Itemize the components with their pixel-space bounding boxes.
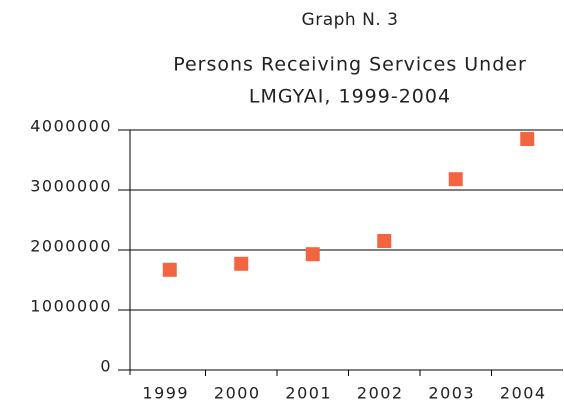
marker [234,256,249,271]
x-tick-label: 2002 [357,384,404,403]
x-tick-label: 2004 [500,384,547,403]
x-tick-label: 1999 [142,384,189,403]
chart-subtitle: Persons Receiving Services Under [173,54,527,76]
y-tick-label: 3000000 [30,177,112,196]
x-tick-label: 2003 [428,384,475,403]
y-tick-label: 4000000 [30,117,112,136]
x-tick-label: 2000 [214,384,261,403]
marker [162,262,177,277]
y-tick-label: 2000000 [30,237,112,256]
marker [448,172,463,187]
chart-subtitle: LMGYAI, 1999-2004 [249,86,451,108]
y-tick-label: 1000000 [30,297,112,316]
y-tick-label: 0 [100,357,112,376]
chart-title: Graph N. 3 [302,10,399,30]
marker [377,234,392,248]
marker [520,132,535,146]
x-tick-label: 2001 [285,384,332,403]
marker [305,247,320,262]
